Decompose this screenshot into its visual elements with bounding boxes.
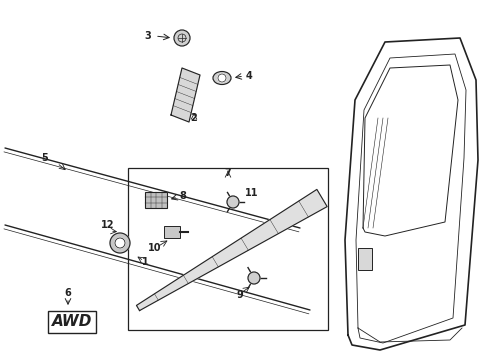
Bar	[145, 192, 167, 208]
Bar	[128, 168, 327, 330]
Circle shape	[226, 196, 239, 208]
Polygon shape	[171, 68, 200, 122]
Circle shape	[115, 238, 125, 248]
Text: 3: 3	[144, 31, 151, 41]
Text: 6: 6	[64, 288, 71, 298]
Text: 5: 5	[41, 153, 48, 163]
Text: 11: 11	[245, 188, 258, 198]
Ellipse shape	[213, 72, 230, 85]
Bar	[357, 248, 371, 270]
Text: 8: 8	[179, 191, 186, 201]
Bar	[163, 226, 180, 238]
Circle shape	[174, 30, 190, 46]
Polygon shape	[136, 189, 326, 311]
Text: AWD: AWD	[52, 315, 92, 329]
Text: 12: 12	[101, 220, 115, 230]
Text: 7: 7	[224, 168, 231, 178]
Text: 1: 1	[142, 257, 148, 267]
Text: 9: 9	[236, 290, 243, 300]
Text: 4: 4	[245, 71, 252, 81]
Circle shape	[247, 272, 260, 284]
Text: 2: 2	[190, 113, 197, 123]
Circle shape	[218, 74, 225, 82]
Text: 10: 10	[148, 243, 162, 253]
Circle shape	[110, 233, 130, 253]
